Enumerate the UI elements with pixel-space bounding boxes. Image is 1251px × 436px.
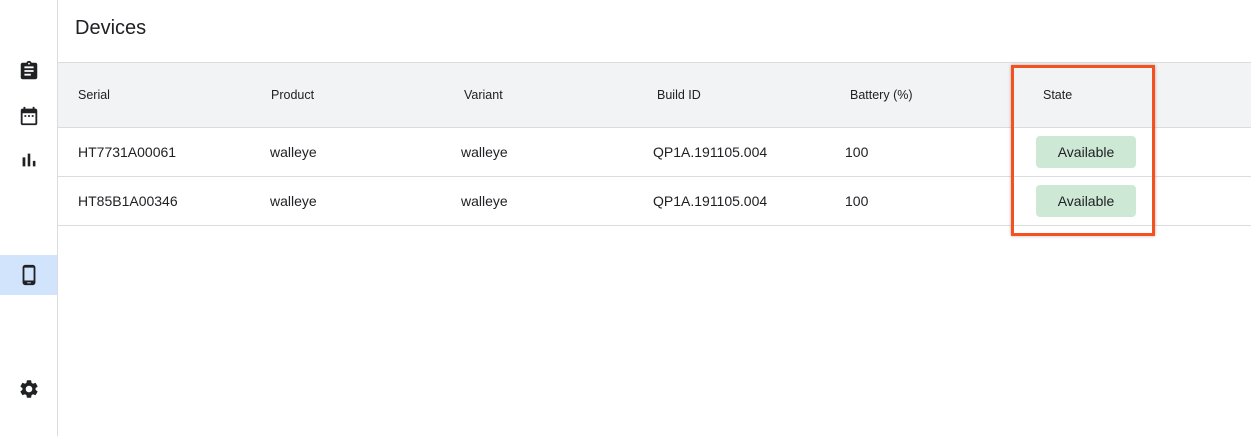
sidebar-item-tasks[interactable] bbox=[0, 51, 57, 91]
header-battery[interactable]: Battery (%) bbox=[850, 88, 913, 102]
sidebar-item-settings[interactable] bbox=[0, 369, 57, 409]
status-badge: Available bbox=[1036, 185, 1136, 217]
cell-product: walleye bbox=[270, 144, 317, 160]
table-row[interactable]: HT7731A00061 walleye walleye QP1A.191105… bbox=[58, 128, 1251, 177]
cell-serial: HT85B1A00346 bbox=[78, 193, 178, 209]
table-row[interactable]: HT85B1A00346 walleye walleye QP1A.191105… bbox=[58, 177, 1251, 226]
header-state[interactable]: State bbox=[1043, 88, 1073, 102]
cell-battery: 100 bbox=[845, 193, 869, 209]
highlight-box bbox=[1011, 65, 1155, 236]
cell-battery: 100 bbox=[845, 144, 869, 160]
sidebar-item-schedule[interactable] bbox=[0, 96, 57, 136]
phone-icon bbox=[22, 264, 35, 286]
cell-build-id: QP1A.191105.004 bbox=[653, 144, 768, 160]
devices-table: Serial Product Variant Build ID Battery … bbox=[58, 62, 1251, 226]
table-header: Serial Product Variant Build ID Battery … bbox=[58, 62, 1251, 128]
sidebar-item-stats[interactable] bbox=[0, 140, 57, 180]
sidebar-item-devices[interactable] bbox=[0, 255, 57, 295]
cell-variant: walleye bbox=[461, 193, 508, 209]
clipboard-icon bbox=[20, 60, 37, 80]
bar-chart-icon bbox=[22, 153, 35, 167]
cell-product: walleye bbox=[270, 193, 317, 209]
gear-icon bbox=[19, 380, 38, 398]
calendar-icon bbox=[20, 106, 37, 126]
sidebar bbox=[0, 0, 58, 436]
cell-build-id: QP1A.191105.004 bbox=[653, 193, 768, 209]
header-product[interactable]: Product bbox=[271, 88, 315, 102]
header-build-id[interactable]: Build ID bbox=[657, 88, 701, 102]
page-title: Devices bbox=[75, 17, 147, 39]
header-serial[interactable]: Serial bbox=[78, 88, 110, 102]
cell-serial: HT7731A00061 bbox=[78, 144, 177, 160]
header-variant[interactable]: Variant bbox=[464, 88, 503, 102]
cell-variant: walleye bbox=[461, 144, 508, 160]
status-badge: Available bbox=[1036, 136, 1136, 168]
